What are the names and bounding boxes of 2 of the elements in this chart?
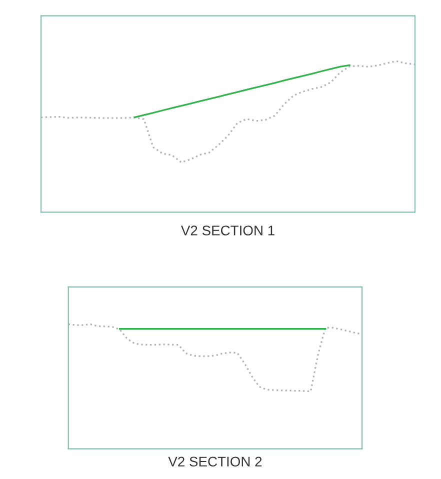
- text: V2 SECTION 1: [180, 226, 274, 236]
- text: V2 SECTION 2: [168, 456, 262, 467]
